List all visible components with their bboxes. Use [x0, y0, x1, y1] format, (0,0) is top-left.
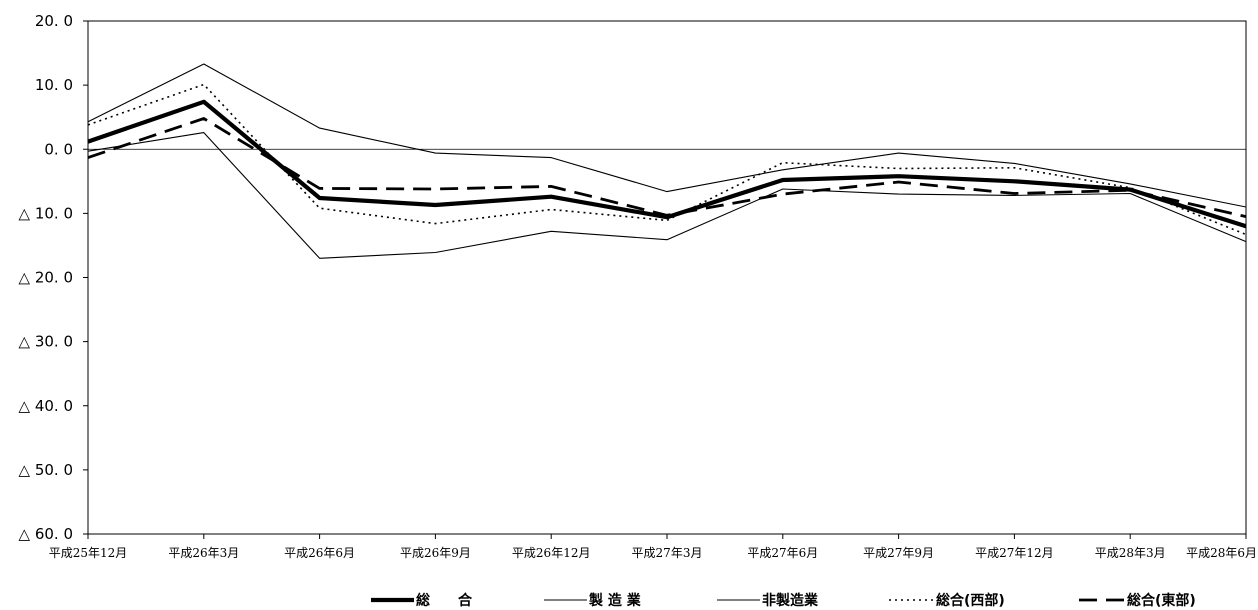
series-line-4: [87, 83, 1247, 236]
x-tick-label: 平成27年12月: [975, 546, 1054, 560]
data-point: [782, 193, 784, 195]
x-tick-label: 平成27年6月: [747, 546, 818, 560]
data-point: [319, 207, 321, 209]
y-tick-label: △ 10. 0: [19, 204, 73, 222]
plot-area: [87, 20, 1247, 535]
y-tick-label: △ 50. 0: [19, 461, 73, 479]
y-tick-label: △ 20. 0: [19, 269, 73, 287]
legend-label: 製 造 業: [588, 592, 642, 609]
legend-label: 総合(東部): [1127, 592, 1196, 609]
x-tick-label: 平成28年3月: [1095, 546, 1166, 560]
data-point: [550, 209, 552, 211]
data-point: [435, 188, 437, 190]
series-line-2: [87, 63, 1247, 208]
y-axis: 20. 0 10. 0 0. 0 △ 10. 0 △ 20. 0 △ 30. 0 △ 40.…: [19, 12, 88, 543]
series-line-1: [87, 99, 1247, 229]
series-line-3: [87, 132, 1247, 259]
legend-label: 総合(西部): [936, 592, 1005, 609]
y-tick-label: 10. 0: [35, 76, 73, 94]
x-axis: 平成25年12月 平成26年3月 平成26年6月 平成26年9月 平成26年12月 平成2…: [49, 534, 1257, 560]
y-tick-label: 0. 0: [44, 140, 73, 158]
data-point: [782, 162, 784, 164]
y-tick-label: 20. 0: [35, 12, 73, 30]
series-lines: [87, 63, 1247, 259]
legend: 総 合 製 造 業 非製造業 総合(西部) 総合(東部): [371, 592, 1196, 609]
x-tick-label: 平成25年12月: [49, 546, 128, 560]
y-tick-label: △ 40. 0: [19, 397, 73, 415]
x-tick-label: 平成27年3月: [632, 546, 703, 560]
x-tick-label: 平成26年9月: [400, 546, 471, 560]
data-point: [898, 168, 900, 170]
x-tick-label: 平成26年6月: [284, 546, 355, 560]
legend-label: 総 合: [416, 592, 473, 609]
x-tick-label: 平成28年6月: [1186, 546, 1257, 560]
x-tick-label: 平成27年9月: [863, 546, 934, 560]
y-tick-label: △ 30. 0: [19, 333, 73, 351]
x-tick-label: 平成26年12月: [512, 546, 591, 560]
y-tick-label: △ 60. 0: [19, 525, 73, 543]
series-line-5: [87, 117, 1247, 218]
legend-label: 非製造業: [762, 592, 819, 609]
x-tick-label: 平成26年3月: [168, 546, 239, 560]
